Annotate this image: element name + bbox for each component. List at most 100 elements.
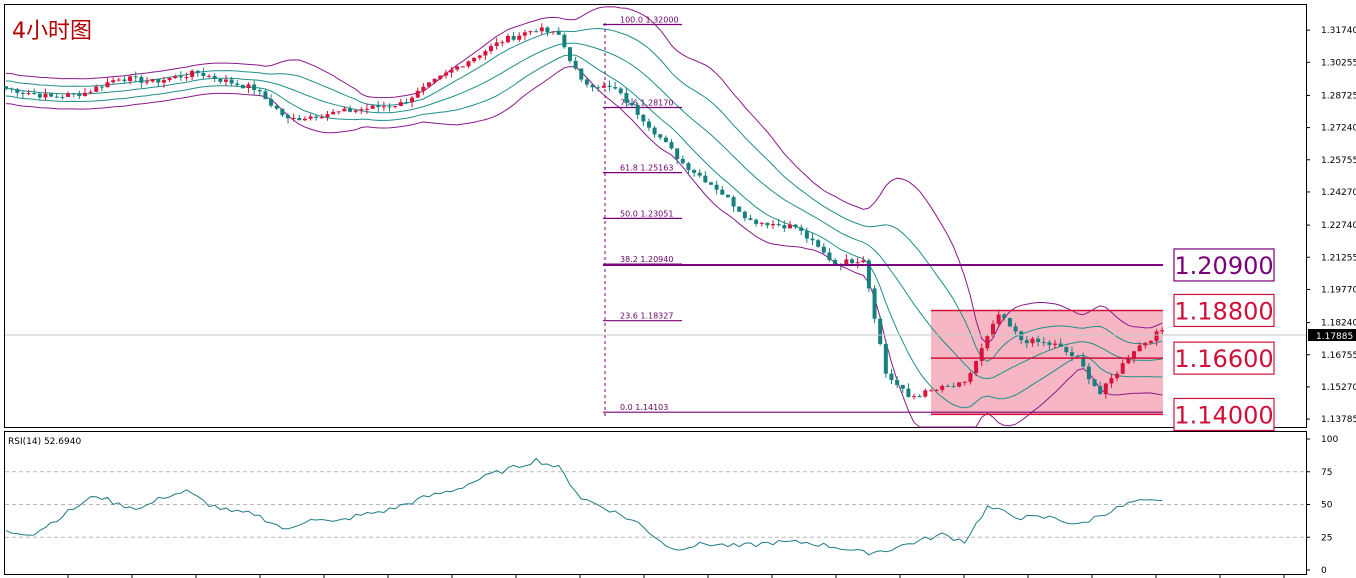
candle-body	[968, 373, 973, 382]
candle-body	[810, 238, 815, 241]
candle-body	[601, 85, 606, 88]
candle-body	[782, 225, 787, 229]
candle-body	[596, 87, 601, 89]
candle-body	[883, 343, 888, 374]
candle-body	[669, 142, 674, 149]
candle-body	[342, 108, 347, 112]
candle-body	[387, 106, 392, 108]
candle-body	[799, 227, 804, 231]
candle-body	[286, 115, 290, 119]
candle-body	[928, 390, 933, 392]
candle-body	[1115, 373, 1120, 379]
candle-body	[771, 223, 776, 226]
candle-body	[443, 72, 448, 76]
candle-body	[20, 92, 25, 94]
support-resistance-zone	[931, 310, 1163, 415]
candle-body	[833, 260, 838, 265]
candle-body	[381, 106, 386, 108]
candle-body	[1092, 379, 1097, 386]
candle-body	[161, 80, 166, 83]
candle-body	[765, 222, 770, 226]
candle-body	[274, 105, 279, 109]
price-tick-label: 1.13785	[1321, 415, 1356, 425]
fib-label: 23.6 1.18327	[620, 312, 673, 321]
candle-body	[545, 27, 550, 33]
candle-body	[900, 384, 905, 389]
level-label-box	[1173, 248, 1275, 282]
candle-body	[190, 70, 195, 77]
price-tick-label: 1.22740	[1321, 221, 1356, 231]
candle-body	[776, 223, 781, 226]
candle-body	[291, 117, 296, 119]
candle-body	[573, 60, 578, 69]
candle-body	[212, 75, 217, 79]
candle-body	[816, 240, 821, 247]
candle-body	[979, 348, 984, 362]
candle-body	[370, 105, 375, 109]
candle-body	[376, 105, 381, 108]
candle-body	[319, 117, 324, 119]
price-tick-label: 1.24270	[1321, 188, 1356, 198]
rsi-tick-label: 100	[1321, 435, 1338, 445]
candle-body	[432, 78, 437, 83]
candle-body	[787, 224, 792, 229]
candle-body	[364, 108, 369, 110]
candle-body	[658, 134, 663, 138]
level-label: 1.14000	[1174, 401, 1273, 429]
candle-body	[675, 148, 680, 159]
candle-body	[974, 361, 979, 374]
candle-body	[88, 91, 93, 93]
level-label-box	[1173, 341, 1275, 375]
candle-body	[15, 89, 20, 93]
candle-body	[4, 86, 8, 89]
band-inner-lower	[5, 54, 1163, 409]
rsi-line	[5, 457, 1163, 556]
candle-body	[624, 93, 629, 103]
price-tick-label: 1.31740	[1321, 26, 1356, 36]
candle-body	[269, 99, 274, 106]
candle-body	[207, 75, 212, 77]
candle-body	[579, 68, 584, 80]
zone-layer	[931, 310, 1163, 415]
candle-body	[201, 72, 206, 76]
candle-body	[906, 388, 911, 397]
candle-body	[878, 318, 883, 344]
candle-body	[252, 84, 257, 90]
candle-body	[223, 79, 228, 82]
candle-body	[477, 55, 482, 58]
price-tick-label: 1.21255	[1321, 253, 1356, 263]
candle-body	[128, 76, 133, 82]
candle-body	[742, 211, 747, 219]
candle-body	[562, 34, 567, 48]
candle-body	[184, 76, 189, 78]
candle-body	[116, 79, 121, 81]
candle-body	[32, 93, 37, 95]
fib-label: 78.6 1.28170	[620, 98, 673, 107]
rsi-indicator-label: RSI(14) 52.6940	[8, 437, 81, 447]
candle-body	[551, 31, 556, 33]
candle-body	[861, 260, 866, 263]
candle-body	[1064, 346, 1069, 353]
band-outer-lower	[5, 65, 1163, 428]
candle-body	[410, 97, 415, 103]
candle-body	[1148, 340, 1153, 343]
candle-body	[9, 88, 14, 90]
candle-body	[1103, 383, 1108, 395]
level-label-box	[1173, 397, 1275, 432]
candle-body	[652, 127, 657, 135]
candle-body	[1086, 366, 1091, 380]
candle-body	[917, 396, 922, 398]
chart-title: 4小时图	[12, 19, 92, 44]
current-price-label: 1.17885	[1316, 332, 1353, 342]
candle-body	[122, 79, 127, 82]
price-panel-frame	[4, 4, 1307, 428]
candle-body	[449, 69, 454, 73]
candle-body	[697, 172, 702, 176]
fib-label: 0.0 1.14103	[620, 403, 668, 412]
candle-body	[731, 197, 736, 207]
candle-body	[235, 83, 240, 85]
level-label: 1.18800	[1174, 297, 1273, 325]
candle-body	[568, 47, 572, 61]
level-label: 1.20900	[1174, 252, 1273, 280]
